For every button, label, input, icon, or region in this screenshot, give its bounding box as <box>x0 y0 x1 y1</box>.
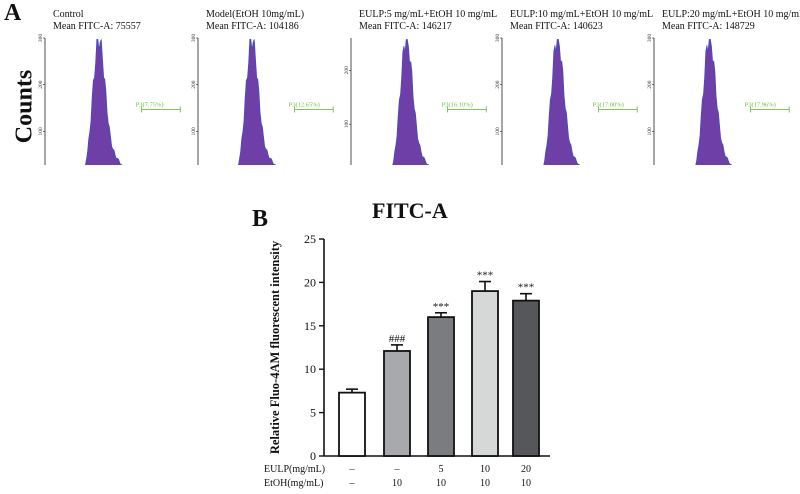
y-tick-label: 300 <box>191 34 197 43</box>
y-tick-label: 100 <box>191 127 197 136</box>
y-tick-label: 100 <box>495 127 501 136</box>
condition-value: 10 <box>392 478 402 489</box>
histogram-plot: 010020030010²10³10⁴10⁵10⁶P3(12.65%) <box>191 34 334 165</box>
bar-1 <box>338 391 366 457</box>
condition-value: 20 <box>521 464 531 475</box>
y-tick-label: 200 <box>344 66 350 75</box>
bar-5 <box>512 299 540 457</box>
histogram-mean: Mean FITC-A: 148729 <box>662 21 755 32</box>
condition-row-label: EULP(mg/mL) <box>264 464 326 475</box>
significance-marker: ### <box>389 333 406 345</box>
condition-value: 10 <box>436 478 446 489</box>
bar-4 <box>471 290 499 457</box>
histogram-mean: Mean FITC-A: 75557 <box>53 21 141 32</box>
gate-label: P3(17.00%) <box>593 101 624 108</box>
condition-value: 10 <box>521 478 531 489</box>
panel-a-letter: A <box>4 0 22 26</box>
bar-y-tick-label: 15 <box>304 319 316 333</box>
significance-marker: *** <box>433 301 450 313</box>
histogram-title: Model(EtOH 10mg/mL) <box>206 9 305 20</box>
condition-value: 10 <box>480 478 490 489</box>
y-tick-label: 100 <box>647 127 653 136</box>
y-tick-label: 300 <box>38 34 44 43</box>
histogram-title: Control <box>53 9 84 20</box>
gate-label: P3(12.65%) <box>289 101 320 108</box>
y-tick-label: 200 <box>647 80 653 89</box>
histogram-main-population <box>695 39 732 165</box>
y-tick-label: 200 <box>38 80 44 89</box>
bar-y-tick-label: 0 <box>310 449 316 463</box>
gate-label: P3(16.10%) <box>442 101 473 108</box>
condition-value: 5 <box>438 464 444 475</box>
y-tick-label: 100 <box>344 120 350 128</box>
histogram-plot: 010020030010²10³10⁴10⁵10⁶P3(17.96%) <box>647 34 790 165</box>
significance-marker: *** <box>518 282 535 294</box>
bar-3 <box>427 316 455 457</box>
histogram-mean: Mean FITC-A: 140623 <box>510 21 603 32</box>
fitc-axis-label: FITC-A <box>372 198 448 223</box>
histogram-mean: Mean FITC-A: 146217 <box>359 21 452 32</box>
y-tick-label: 100 <box>38 127 44 136</box>
condition-value: – <box>394 464 400 475</box>
histogram-title: EULP:10 mg/mL+EtOH 10 mg/mL <box>510 9 654 20</box>
y-tick-label: 200 <box>495 80 501 89</box>
y-tick-label: 300 <box>647 34 653 43</box>
histogram-mean: Mean FITC-A: 104186 <box>206 21 299 32</box>
condition-value: – <box>349 478 355 489</box>
bar-y-axis-label: Relative Fluo-4AM fluorescent intensity <box>268 240 282 454</box>
histogram-plot: 010020010²10³10⁴10⁵10⁶P3(16.10%) <box>344 38 487 165</box>
bar-y-tick-label: 10 <box>304 362 316 376</box>
y-tick-label: 200 <box>191 80 197 89</box>
histogram-main-population <box>543 39 580 165</box>
histogram-title: EULP:20 mg/mL+EtOH 10 mg/mL <box>662 9 800 20</box>
y-tick-label: 300 <box>495 34 501 43</box>
histogram-plot: 010020030010²10³10⁴10⁵10⁶P3(17.00%) <box>495 34 638 165</box>
histogram-main-population <box>238 39 276 165</box>
bar-y-tick-label: 5 <box>310 406 316 420</box>
significance-marker: *** <box>477 270 494 282</box>
gate-label: P3(17.96%) <box>745 101 776 108</box>
gate-label: P3(7.75%) <box>136 101 164 108</box>
bar-y-tick-label: 25 <box>304 232 316 246</box>
histogram-main-population <box>85 39 123 165</box>
condition-value: 10 <box>480 464 490 475</box>
histogram-main-population <box>392 38 429 165</box>
bar-2 <box>383 350 411 457</box>
condition-row-label: EtOH(mg/mL) <box>264 478 324 489</box>
histogram-plot: 010020030010²10³10⁴10⁵10⁶P3(7.75%) <box>38 34 181 165</box>
histogram-title: EULP:5 mg/mL+EtOH 10 mg/mL <box>359 9 498 20</box>
condition-value: – <box>349 464 355 475</box>
panel-b-letter: B <box>252 206 269 232</box>
bar-y-tick-label: 20 <box>304 275 316 289</box>
